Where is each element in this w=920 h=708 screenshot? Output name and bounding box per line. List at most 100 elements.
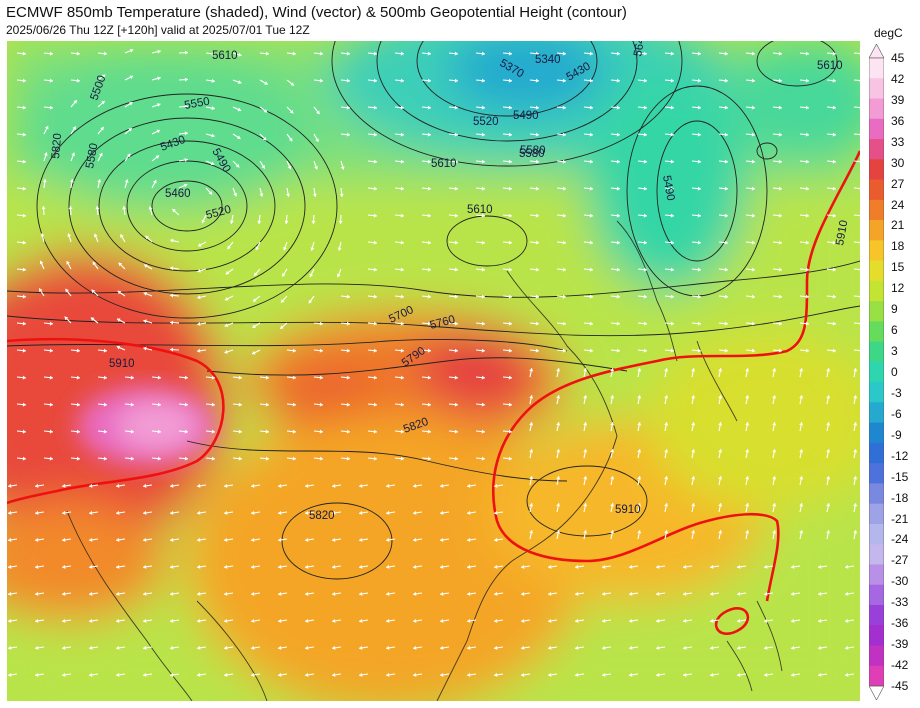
- wind-arrow-head: [22, 186, 26, 191]
- wind-arrow-head: [305, 618, 309, 623]
- wind-arrow-head: [224, 537, 228, 542]
- wind-arrow-head: [508, 159, 512, 164]
- wind-arrow-head: [718, 449, 723, 453]
- contour-label: 5550: [183, 96, 210, 112]
- wind-arrow-head: [427, 456, 431, 461]
- wind-arrow-head: [170, 483, 174, 488]
- wind-arrow-head: [826, 395, 831, 399]
- wind-arrow-head: [290, 82, 295, 86]
- wind-arrow-head: [373, 78, 377, 83]
- contour-label: 5910: [615, 504, 641, 516]
- wind-arrow-head: [130, 429, 134, 434]
- wind-arrow-head: [691, 449, 696, 453]
- wind-arrow-head: [583, 395, 588, 399]
- wind-arrow-head: [129, 75, 134, 80]
- wind-arrow-head: [589, 213, 593, 218]
- wind-arrow-head: [170, 672, 174, 677]
- wind-arrow-head: [76, 429, 80, 434]
- wind-arrow-head: [556, 449, 561, 453]
- wind-arrow-head: [346, 294, 350, 299]
- wind-arrow-head: [637, 530, 642, 534]
- wind-arrow-head: [718, 503, 723, 507]
- wind-arrow-head: [481, 294, 485, 299]
- colorbar-swatch: [869, 240, 884, 262]
- wind-arrow-head: [251, 618, 255, 623]
- wind-arrow-head: [39, 288, 43, 292]
- wind-arrow-head: [643, 294, 647, 299]
- wind-arrow-head: [589, 105, 593, 110]
- colorbar-swatch: [869, 321, 884, 343]
- map-subtitle: 2025/06/26 Thu 12Z [+120h] valid at 2025…: [6, 23, 310, 37]
- contour-label: 5610: [212, 50, 238, 62]
- wind-arrow-head: [562, 51, 566, 56]
- colorbar-tick-label: -9: [891, 427, 902, 442]
- wind-arrow-head: [400, 240, 404, 245]
- wind-arrow-head: [292, 375, 296, 380]
- wind-arrow-head: [562, 159, 566, 164]
- wind-arrow-head: [280, 299, 285, 303]
- wind-arrow-head: [22, 132, 26, 137]
- wind-arrow-head: [556, 395, 561, 399]
- wind-arrow-head: [413, 672, 417, 677]
- colorbar-tick-label: 45: [891, 51, 905, 65]
- wind-arrow-head: [529, 503, 534, 507]
- wind-arrow-head: [170, 238, 174, 243]
- wind-arrow-head: [772, 368, 777, 372]
- wind-arrow: [853, 322, 860, 325]
- wind-arrow-head: [373, 105, 377, 110]
- wind-arrow-head: [832, 321, 836, 326]
- wind-arrow-head: [155, 155, 160, 159]
- wind-arrow-head: [805, 105, 809, 110]
- wind-arrow-head: [117, 290, 122, 295]
- colorbar-tick-label: 27: [891, 176, 905, 191]
- wind-arrow-head: [257, 220, 262, 224]
- wind-arrow-head: [629, 672, 633, 677]
- wind-arrow-head: [454, 375, 458, 380]
- wind-arrow-head: [386, 564, 390, 569]
- wind-arrow-head: [556, 530, 561, 534]
- wind-arrow-head: [737, 618, 741, 623]
- wind-arrow-head: [251, 483, 255, 488]
- wind-arrow-head: [49, 348, 53, 353]
- wind-arrow-head: [49, 105, 53, 110]
- colorbar-tick-label: 3: [891, 344, 898, 359]
- wind-arrow-head: [583, 422, 588, 426]
- wind-arrow-head: [373, 456, 377, 461]
- wind-arrow-head: [764, 618, 768, 623]
- wind-arrow-head: [183, 183, 188, 188]
- wind-arrow-head: [799, 449, 804, 453]
- wind-arrow-head: [8, 483, 12, 488]
- wind-arrow-head: [170, 591, 174, 596]
- wind-arrow-head: [454, 267, 458, 272]
- wind-arrow-head: [751, 213, 755, 218]
- wind-arrow-head: [211, 133, 215, 138]
- wind-arrow-head: [126, 153, 131, 158]
- contour-label: 5490: [660, 174, 676, 201]
- wind-arrow-head: [400, 456, 404, 461]
- wind-arrow-head: [818, 672, 822, 677]
- contour-label: 5520: [473, 116, 499, 128]
- wind-arrow-head: [89, 672, 93, 677]
- wind-arrow-head: [764, 591, 768, 596]
- wind-arrow-head: [373, 132, 377, 137]
- wind-arrow-head: [332, 591, 336, 596]
- wind-arrow-head: [400, 348, 404, 353]
- colorbar-swatch: [869, 139, 884, 160]
- colorbar-unit: degC: [874, 26, 903, 40]
- wind-arrow-head: [170, 347, 174, 352]
- colorbar-swatch: [869, 604, 884, 626]
- wind-arrow-head: [710, 672, 714, 677]
- wind-arrow-head: [236, 135, 241, 139]
- wind-arrow-head: [224, 323, 229, 328]
- wind-arrow-head: [521, 618, 525, 623]
- wind-arrow-head: [845, 564, 849, 569]
- wind-arrow-head: [280, 325, 284, 329]
- colorbar-tick-label: -36: [891, 616, 909, 631]
- wind-arrow-head: [65, 288, 69, 293]
- wind-arrow-head: [508, 213, 512, 218]
- ridge-5910-contour: [7, 150, 860, 635]
- wind-arrow-head: [481, 429, 485, 434]
- wind-arrow-head: [535, 267, 539, 272]
- wind-arrow-head: [778, 240, 782, 245]
- wind-arrow-head: [427, 348, 431, 353]
